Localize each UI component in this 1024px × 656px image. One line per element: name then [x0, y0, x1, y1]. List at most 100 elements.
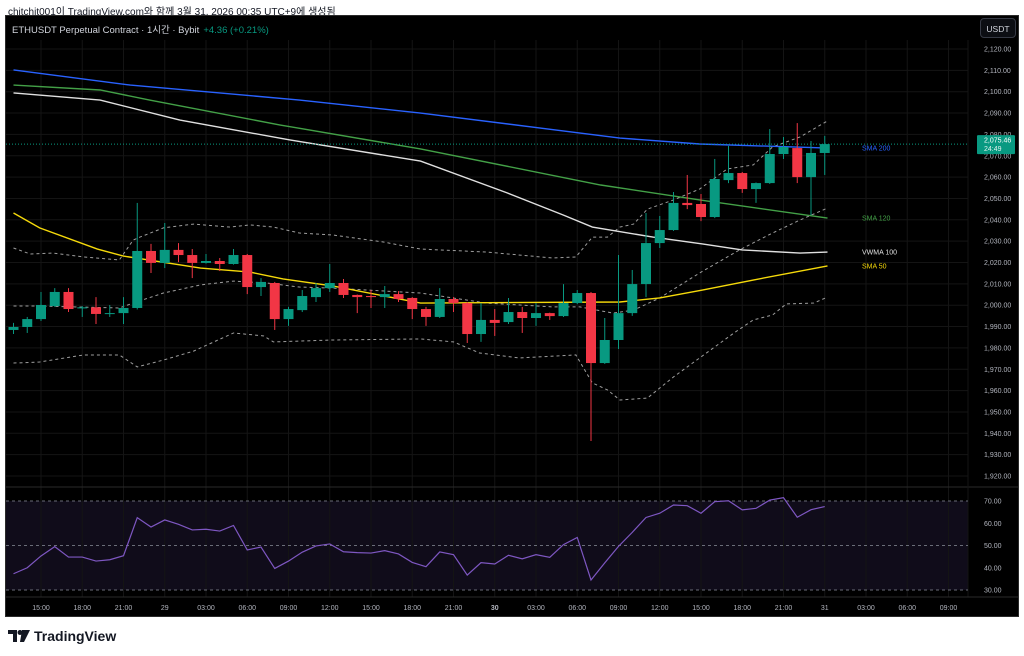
- candle-up[interactable]: [297, 296, 308, 311]
- time-axis-label: 29: [161, 605, 169, 612]
- time-axis-label: 21:00: [775, 605, 793, 612]
- candle-down[interactable]: [696, 204, 706, 218]
- time-axis-label: 06:00: [568, 605, 586, 612]
- price-axis-label: 2,030.00: [984, 239, 1011, 246]
- candle-down[interactable]: [393, 294, 404, 300]
- price-axis-label: 1,920.00: [984, 474, 1011, 481]
- candle-down[interactable]: [737, 173, 748, 190]
- time-axis-label: 03:00: [857, 605, 875, 612]
- price-change: +4.36 (+0.21%): [203, 25, 269, 36]
- candle-up[interactable]: [379, 294, 390, 298]
- candle-up[interactable]: [806, 152, 816, 178]
- candle-up[interactable]: [709, 179, 720, 218]
- price-axis-label: 2,050.00: [984, 196, 1011, 203]
- candle-down[interactable]: [338, 282, 349, 295]
- time-axis-label: 18:00: [73, 605, 91, 612]
- price-axis-label: 2,090.00: [984, 111, 1011, 118]
- candle-down[interactable]: [173, 249, 184, 256]
- candle-down[interactable]: [91, 307, 101, 314]
- candle-up[interactable]: [118, 307, 129, 314]
- candle-up[interactable]: [531, 313, 541, 319]
- candle-up[interactable]: [572, 293, 583, 304]
- symbol-title[interactable]: ETHUSDT Perpetual Contract · 1시간 · Bybit: [12, 25, 200, 36]
- candle-down[interactable]: [242, 255, 253, 288]
- time-axis-label: 18:00: [733, 605, 751, 612]
- logo-text: TradingView: [34, 628, 117, 644]
- time-axis-label: 21:00: [445, 605, 463, 612]
- candle-up[interactable]: [751, 183, 761, 190]
- candle-down[interactable]: [489, 319, 500, 323]
- price-axis-label: 1,930.00: [984, 452, 1011, 459]
- candle-down[interactable]: [214, 261, 225, 264]
- time-axis-label: 06:00: [898, 605, 916, 612]
- candle-up[interactable]: [77, 307, 88, 309]
- candle-up[interactable]: [283, 309, 294, 320]
- rsi-axis-label: 40.00: [984, 565, 1002, 572]
- bollinger-lower-line: [13, 296, 828, 401]
- candle-down[interactable]: [352, 294, 363, 298]
- price-axis-label: 2,010.00: [984, 281, 1011, 288]
- candle-up[interactable]: [778, 146, 789, 155]
- candle-up[interactable]: [8, 326, 19, 330]
- candle-up[interactable]: [159, 249, 170, 263]
- series-label-vwma100: VWMA 100: [862, 250, 897, 257]
- candle-up[interactable]: [36, 304, 46, 320]
- series-label-sma50: SMA 50: [862, 263, 887, 270]
- candle-up[interactable]: [558, 303, 569, 317]
- candle-down[interactable]: [421, 309, 431, 317]
- candle-up[interactable]: [627, 284, 638, 314]
- candle-up[interactable]: [641, 243, 651, 285]
- time-axis-label: 18:00: [403, 605, 421, 612]
- candle-down[interactable]: [187, 255, 198, 263]
- candle-down[interactable]: [366, 296, 376, 298]
- time-axis-label: 15:00: [32, 605, 50, 612]
- candle-up[interactable]: [764, 154, 775, 184]
- time-axis-label: 12:00: [651, 605, 669, 612]
- last-price-value: 2,075.46: [984, 138, 1011, 145]
- chart-header: ETHUSDT Perpetual Contract · 1시간 · Bybit…: [12, 22, 269, 36]
- sma120-line: [13, 84, 828, 219]
- candle-down[interactable]: [544, 313, 555, 317]
- candle-down[interactable]: [517, 312, 528, 319]
- rsi-axis-label: 30.00: [984, 588, 1002, 595]
- candle-up[interactable]: [49, 291, 60, 307]
- candle-up[interactable]: [503, 312, 514, 323]
- candle-down[interactable]: [448, 299, 459, 304]
- candle-down[interactable]: [682, 202, 693, 206]
- currency-button[interactable]: USDT: [980, 18, 1016, 38]
- price-axis-label: 1,980.00: [984, 345, 1011, 352]
- candle-down[interactable]: [792, 148, 803, 178]
- candle-up[interactable]: [201, 261, 211, 263]
- candle-up[interactable]: [104, 313, 115, 315]
- candle-up[interactable]: [256, 281, 266, 288]
- candle-up[interactable]: [324, 282, 335, 289]
- tradingview-logo[interactable]: TradingView: [8, 628, 116, 644]
- time-axis-label: 06:00: [238, 605, 256, 612]
- time-axis-label: 03:00: [527, 605, 545, 612]
- candle-up[interactable]: [668, 202, 679, 231]
- candle-up[interactable]: [132, 250, 143, 308]
- candle-up[interactable]: [476, 319, 486, 335]
- candle-up[interactable]: [613, 313, 624, 341]
- candle-down[interactable]: [586, 293, 596, 364]
- time-axis-label: 31: [821, 605, 829, 612]
- candle-down[interactable]: [407, 297, 418, 310]
- price-axis-label: 1,960.00: [984, 388, 1011, 395]
- candle-up[interactable]: [22, 319, 33, 327]
- candle-down[interactable]: [462, 303, 473, 335]
- vwma100-line: [13, 92, 828, 254]
- candle-down[interactable]: [146, 250, 156, 263]
- candle-down[interactable]: [63, 291, 74, 310]
- candle-up[interactable]: [311, 288, 321, 298]
- candle-up[interactable]: [654, 230, 665, 244]
- candle-up[interactable]: [228, 255, 239, 264]
- candle-down[interactable]: [269, 282, 280, 320]
- candle-up[interactable]: [723, 173, 734, 181]
- candle-up[interactable]: [819, 144, 830, 153]
- rsi-axis-label: 60.00: [984, 521, 1002, 528]
- candle-up[interactable]: [599, 340, 610, 364]
- series-label-sma200: SMA 200: [862, 146, 891, 153]
- time-axis-label: 03:00: [197, 605, 215, 612]
- candle-up[interactable]: [434, 299, 445, 317]
